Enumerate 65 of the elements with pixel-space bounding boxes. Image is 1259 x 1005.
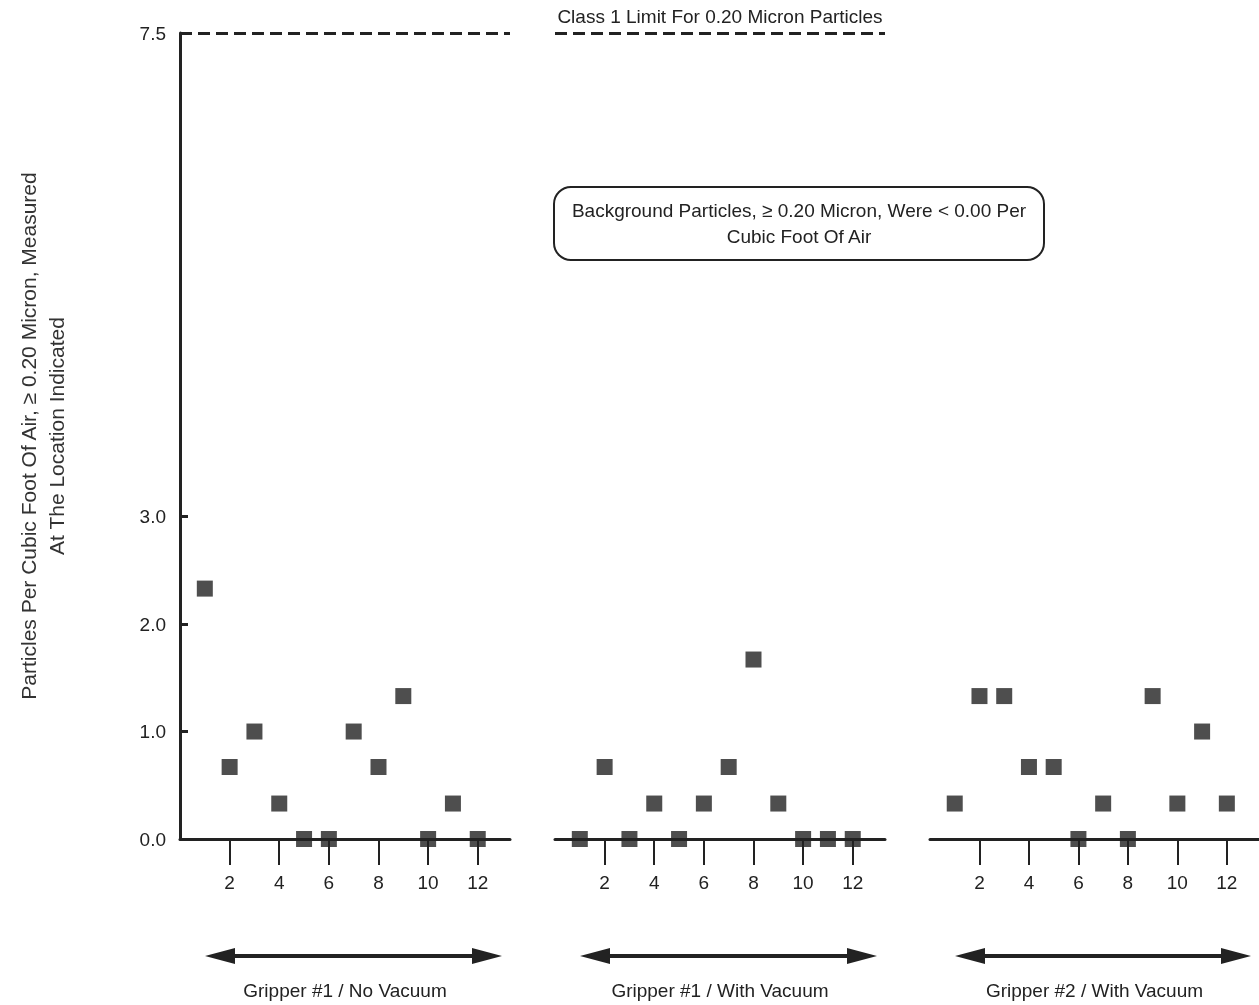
x-tick-label: 8 xyxy=(1122,872,1134,893)
point xyxy=(571,831,588,847)
point xyxy=(1194,723,1211,740)
point xyxy=(1119,831,1136,847)
point xyxy=(770,795,787,812)
y-axis-title: Particles Per Cubic Foot Of Air, ≥ 0.20 Micron, Measured At The Location Indicated xyxy=(16,172,68,700)
x-tick-label: 4 xyxy=(648,872,660,893)
x-tick-label: 12 xyxy=(842,872,864,893)
point xyxy=(844,831,861,847)
ref-line-label: Class 1 Limit For 0.20 Micron Particles xyxy=(557,6,883,27)
point xyxy=(395,688,412,705)
x-tick-label: 6 xyxy=(323,872,335,893)
point xyxy=(671,831,688,847)
point xyxy=(1218,795,1235,812)
point xyxy=(596,759,613,775)
point xyxy=(320,831,337,847)
point xyxy=(221,759,238,775)
x-axis-title: Gripper #2 / With Vacuum xyxy=(985,980,1204,1001)
point xyxy=(246,723,263,740)
point xyxy=(621,831,638,847)
y-tick-label: 0.0 xyxy=(139,828,166,850)
point xyxy=(1169,795,1186,812)
point xyxy=(296,831,313,847)
point xyxy=(745,651,762,668)
point xyxy=(370,759,387,775)
x-axis-title: Gripper #1 / No Vacuum xyxy=(243,980,447,1001)
point xyxy=(1144,688,1161,705)
x-tick-label: 10 xyxy=(1166,872,1188,893)
point xyxy=(971,688,988,705)
x-tick-label: 2 xyxy=(224,872,235,893)
x-tick-label: 6 xyxy=(698,872,710,893)
x-tick-label: 6 xyxy=(1073,872,1084,893)
y-tick-label: 2.0 xyxy=(139,613,166,635)
point xyxy=(946,795,963,812)
point xyxy=(996,688,1013,705)
point xyxy=(1045,759,1062,775)
x-tick-label: 8 xyxy=(373,872,384,893)
x-tick-label: 2 xyxy=(974,872,985,893)
x-tick-label: 12 xyxy=(1216,872,1238,893)
x-tick-label: 8 xyxy=(748,872,759,893)
point xyxy=(345,723,362,740)
x-tick-label: 4 xyxy=(1023,872,1035,893)
y-tick-label: 7.5 xyxy=(139,22,166,44)
annotation: Background Particles, ≥ 0.20 Micron, Were < 0.00 Per Cubic Foot Of Air xyxy=(553,186,1045,262)
point xyxy=(795,831,812,847)
point xyxy=(1095,795,1112,812)
point xyxy=(1070,831,1087,847)
y-tick-label: 3.0 xyxy=(139,506,166,528)
point xyxy=(420,831,437,847)
point xyxy=(271,795,288,812)
x-tick-label: 10 xyxy=(792,872,814,893)
point xyxy=(695,795,712,812)
point xyxy=(469,831,486,847)
point xyxy=(819,831,836,847)
x-tick-label: 12 xyxy=(467,872,489,893)
point xyxy=(1020,759,1037,775)
x-tick-label: 2 xyxy=(599,872,610,893)
point xyxy=(196,580,213,597)
y-tick-label: 1.0 xyxy=(139,721,166,743)
x-tick-label: 4 xyxy=(273,872,285,893)
point xyxy=(720,759,737,775)
point xyxy=(646,795,663,812)
x-axis-title: Gripper #1 / With Vacuum xyxy=(611,980,829,1001)
point xyxy=(444,795,461,812)
x-tick-label: 10 xyxy=(417,872,439,893)
